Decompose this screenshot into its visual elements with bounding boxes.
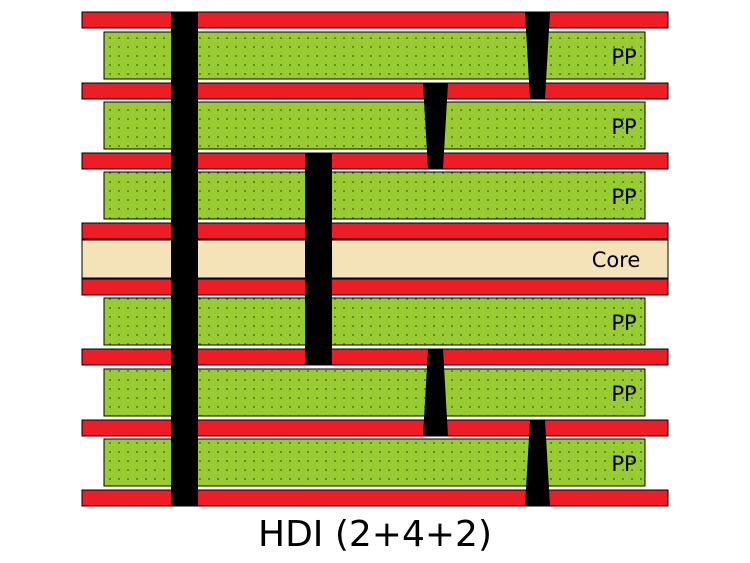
layer-label-pp-2: PP bbox=[611, 115, 636, 139]
copper-layer-4 bbox=[81, 222, 669, 240]
core-layer bbox=[81, 239, 669, 279]
layer-label-pp-1: PP bbox=[611, 45, 636, 69]
copper-layer-8 bbox=[81, 489, 669, 507]
layer-label-pp-4: PP bbox=[611, 311, 636, 335]
copper-layer-2 bbox=[81, 82, 669, 100]
copper-layer-1 bbox=[81, 11, 669, 29]
layer-label-pp-6: PP bbox=[611, 452, 636, 476]
layer-label-pp-5: PP bbox=[611, 382, 636, 406]
copper-layer-6 bbox=[81, 348, 669, 366]
layer-label-core: Core bbox=[592, 248, 641, 272]
layer-label-pp-3: PP bbox=[611, 185, 636, 209]
microvia-bottom-2 bbox=[525, 420, 550, 506]
microvia-top-1 bbox=[525, 12, 550, 99]
copper-layer-3 bbox=[81, 152, 669, 170]
copper-layer-5 bbox=[81, 278, 669, 296]
microvia-top-2 bbox=[423, 83, 448, 169]
diagram-caption: HDI (2+4+2) bbox=[258, 514, 492, 555]
microvia-bottom-1 bbox=[423, 349, 448, 436]
buried-via bbox=[305, 153, 332, 365]
through-hole-via bbox=[171, 12, 198, 506]
copper-layer-7 bbox=[81, 419, 669, 437]
